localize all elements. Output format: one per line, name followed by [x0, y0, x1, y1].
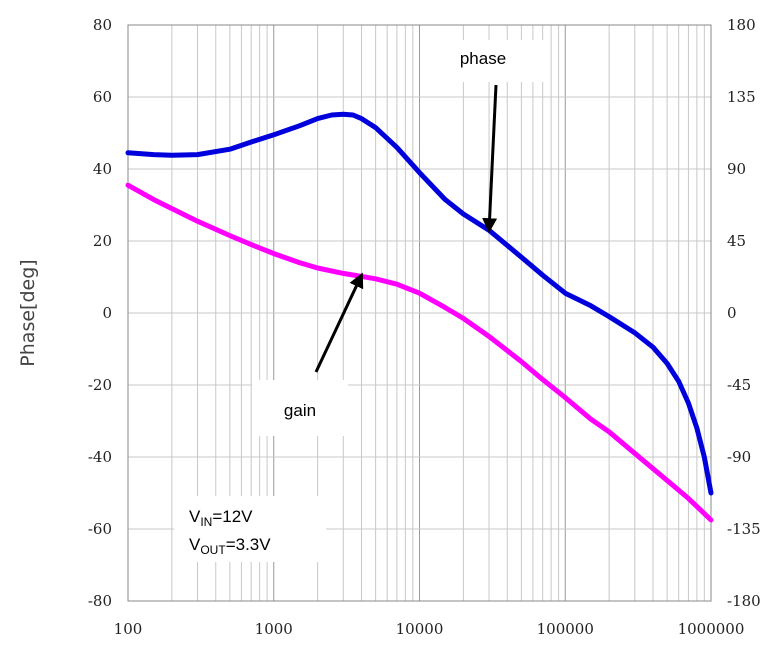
annotation-arrow-gain — [314, 272, 364, 373]
vout-label: VOUT=3.3V — [189, 535, 271, 557]
y-tick-label: -40 — [88, 448, 112, 466]
y-tick-label: -80 — [88, 592, 112, 610]
y-axis-label: Phase[deg] — [17, 259, 39, 366]
y2-tick-label: 135 — [727, 88, 756, 106]
y2-tick-label: 180 — [727, 16, 756, 34]
y-tick-label: 40 — [93, 160, 112, 178]
y-tick-label: 80 — [93, 16, 112, 34]
annotation-label-gain: gain — [284, 401, 316, 420]
x-tick-label: 100000 — [537, 620, 594, 638]
x-tick-label: 10000 — [396, 620, 444, 638]
y2-tick-label: -45 — [727, 376, 751, 394]
plot-border — [127, 24, 712, 602]
y-tick-label: -60 — [88, 520, 112, 538]
y2-tick-label: 0 — [727, 304, 737, 322]
series-group — [125, 111, 714, 523]
annotation-box-phase — [420, 40, 546, 82]
series-line-phase — [125, 111, 714, 496]
y-axis-right: 180 135 90 45 0 -45 -90 -135 -180 — [727, 16, 761, 610]
y-tick-label: 60 — [93, 88, 112, 106]
y2-tick-label: -135 — [727, 520, 761, 538]
y2-tick-label: -180 — [727, 592, 761, 610]
grid — [127, 24, 711, 602]
y2-tick-label: -90 — [727, 448, 751, 466]
y-tick-label: 0 — [102, 304, 112, 322]
series-line-gain — [125, 182, 714, 523]
y-tick-label: 20 — [93, 232, 112, 250]
x-tick-label: 1000 — [255, 620, 293, 638]
y2-tick-label: 90 — [727, 160, 746, 178]
x-tick-label: 100 — [114, 620, 143, 638]
y2-tick-label: 45 — [727, 232, 746, 250]
x-axis: 100 1000 10000 100000 1000000 — [114, 620, 745, 638]
vin-label: VIN=12V — [189, 507, 253, 529]
annotation-arrow-phase — [482, 84, 498, 234]
annotations: phase gain — [252, 40, 546, 436]
annotation-box-gain — [252, 380, 348, 436]
x-tick-label: 1000000 — [678, 620, 745, 638]
annotation-label-phase: phase — [460, 49, 506, 68]
y-axis-left: 80 60 40 20 0 -20 -40 -60 -80 — [88, 16, 112, 610]
conditions-label: VIN=12V VOUT=3.3V — [174, 496, 326, 562]
y-tick-label: -20 — [88, 376, 112, 394]
